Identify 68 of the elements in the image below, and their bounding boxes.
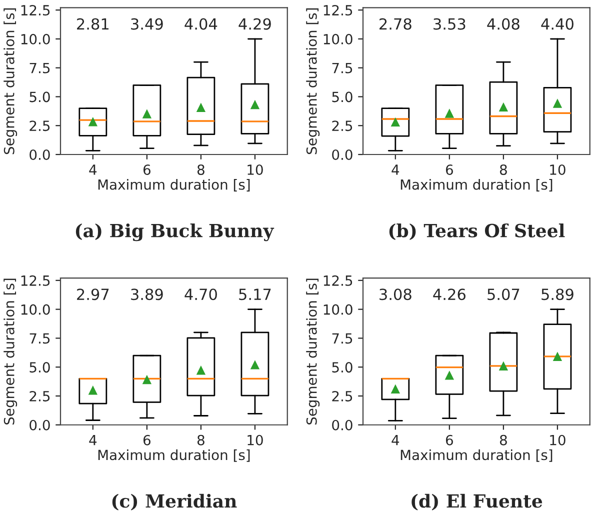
y-axis-title: Segment duration [s]: [4, 8, 18, 154]
y-tick-label: 7.5: [30, 62, 50, 74]
y-tick-label: 5.0: [332, 362, 352, 373]
y-tick-label: 0.0: [332, 420, 352, 430]
y-tick-label: 2.5: [332, 120, 352, 132]
y-axis-title: Segment duration [s]: [306, 8, 320, 154]
y-tick-label: 2.5: [332, 390, 352, 402]
text: 3.49: [131, 18, 163, 30]
y-tick-label: 10.0: [324, 304, 352, 315]
text: 5.17: [239, 288, 271, 300]
y-tick-label: 10.0: [21, 304, 50, 315]
x-axis-title: Maximum duration [s]: [400, 449, 552, 462]
x-axis-title: Maximum duration [s]: [98, 449, 250, 462]
y-tick-label: 2.5: [30, 120, 50, 132]
text: 4.40: [541, 18, 574, 30]
y-tick-label: 12.5: [324, 275, 352, 286]
y-axis-title: Segment duration [s]: [4, 278, 18, 424]
x-axis-title: Maximum duration [s]: [98, 179, 250, 192]
x-tick-label: 8: [500, 434, 507, 446]
text: 2.97: [77, 288, 109, 300]
text: 4.04: [184, 18, 218, 30]
x-tick-label: 8: [197, 164, 204, 175]
text: (c) Meridian: [112, 494, 237, 510]
y-tick-label: 5.0: [30, 362, 50, 373]
text: 4.29: [238, 18, 271, 30]
x-tick-label: 4: [89, 164, 97, 175]
text: (a) Big Buck Bunny: [76, 223, 274, 242]
text: 5.89: [542, 288, 574, 300]
x-tick-label: 8: [500, 164, 507, 175]
text: 3.53: [434, 18, 466, 30]
x-tick-label: 8: [197, 434, 204, 446]
text: 2.81: [77, 18, 109, 30]
x-tick-label: 6: [446, 164, 453, 175]
x-tick-label: 10: [248, 434, 263, 446]
text: 3.89: [131, 288, 163, 300]
y-tick-label: 5.0: [30, 92, 50, 102]
y-tick-label: 2.5: [30, 390, 50, 402]
y-tick-label: 0.0: [30, 149, 50, 160]
y-tick-label: 12.5: [324, 5, 352, 16]
y-tick-label: 10.0: [21, 34, 50, 44]
y-tick-label: 7.5: [332, 62, 352, 74]
text: 5.07: [488, 288, 520, 300]
y-tick-label: 0.0: [332, 149, 352, 160]
x-tick-label: 4: [392, 435, 400, 446]
y-tick-label: 12.5: [21, 275, 50, 286]
text: 3.08: [380, 288, 412, 300]
y-tick-label: 7.5: [332, 333, 352, 344]
x-axis-title: Maximum duration [s]: [400, 179, 552, 192]
x-tick-label: 4: [89, 435, 97, 446]
x-tick-label: 10: [550, 434, 566, 446]
x-tick-label: 10: [550, 164, 566, 175]
y-tick-label: 12.5: [21, 5, 50, 16]
text: 4.26: [433, 288, 466, 300]
text: 4.08: [487, 18, 520, 30]
x-tick-label: 10: [248, 164, 263, 175]
x-tick-label: 6: [143, 164, 150, 175]
y-tick-label: 7.5: [30, 333, 50, 344]
x-tick-label: 6: [446, 434, 453, 446]
y-tick-label: 10.0: [324, 34, 352, 44]
y-axis-title: Segment duration [s]: [306, 278, 320, 424]
text: 2.78: [380, 18, 412, 30]
y-tick-label: 5.0: [332, 92, 352, 102]
text: 4.70: [184, 288, 217, 300]
text: (b) Tears Of Steel: [389, 223, 565, 240]
x-tick-label: 4: [392, 164, 400, 175]
text: (d) El Fuente: [412, 494, 542, 510]
x-tick-label: 6: [143, 434, 150, 446]
y-tick-label: 0.0: [30, 420, 50, 430]
